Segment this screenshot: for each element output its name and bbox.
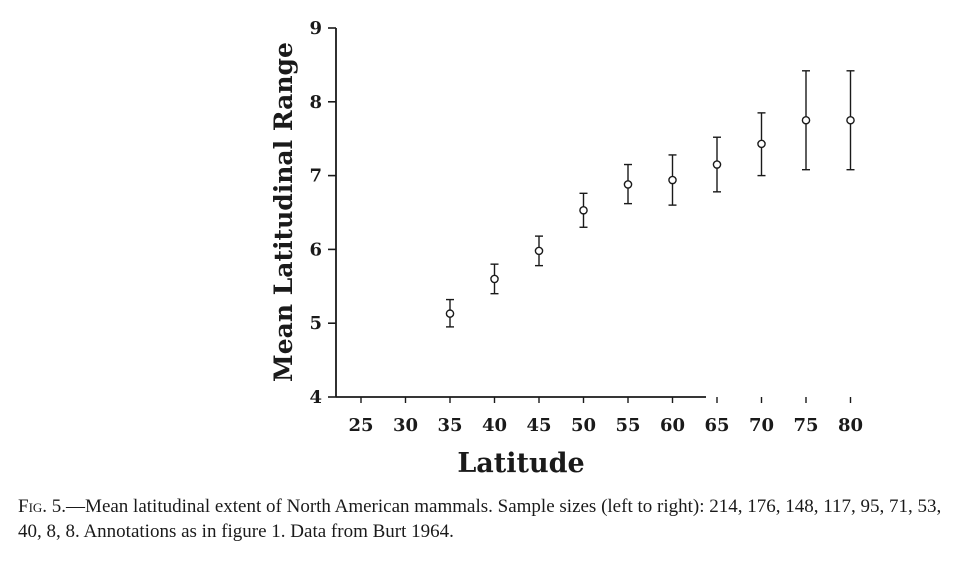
x-tick-label: 30 — [393, 415, 418, 436]
y-tick-label: 6 — [309, 239, 322, 260]
x-tick-label: 70 — [749, 415, 774, 436]
y-axis-label: Mean Latitudinal Range — [269, 42, 298, 382]
y-tick-label: 8 — [309, 92, 322, 113]
x-axis: 25 30 35 40 45 50 55 60 65 70 75 80 — [336, 396, 863, 436]
data-point — [801, 115, 811, 125]
x-axis-label: Latitude — [457, 448, 584, 479]
data-point — [579, 205, 588, 215]
figure-caption: Fig. 5.—Mean latitudinal extent of North… — [18, 494, 968, 544]
data-point — [757, 139, 766, 149]
x-tick-label: 50 — [571, 415, 596, 436]
x-tick-label: 40 — [482, 415, 507, 436]
data-point — [846, 115, 855, 125]
caption-text: —Mean latitudinal extent of North Americ… — [18, 496, 942, 542]
data-point — [668, 175, 677, 185]
data-point — [712, 160, 722, 169]
data-points — [445, 115, 855, 318]
figure-label: Fig. 5. — [18, 496, 67, 517]
y-axis: 4 5 6 7 8 9 — [309, 18, 337, 408]
x-tick-label: 45 — [526, 415, 551, 436]
y-tick-label: 7 — [309, 166, 322, 187]
x-tick-label: 75 — [793, 415, 818, 436]
data-point — [445, 309, 455, 318]
y-tick-label: 4 — [309, 387, 322, 408]
x-tick-label: 65 — [704, 415, 729, 436]
x-tick-label: 25 — [348, 415, 373, 436]
y-tick-label: 9 — [309, 18, 322, 39]
y-tick-label: 5 — [309, 313, 322, 334]
x-tick-label: 80 — [838, 415, 863, 436]
data-point — [490, 274, 499, 284]
error-bars — [446, 70, 855, 328]
x-tick-label: 60 — [660, 415, 685, 436]
data-point — [534, 246, 544, 256]
data-point — [623, 180, 633, 189]
x-tick-label: 55 — [615, 415, 640, 436]
x-tick-label: 35 — [437, 415, 462, 436]
